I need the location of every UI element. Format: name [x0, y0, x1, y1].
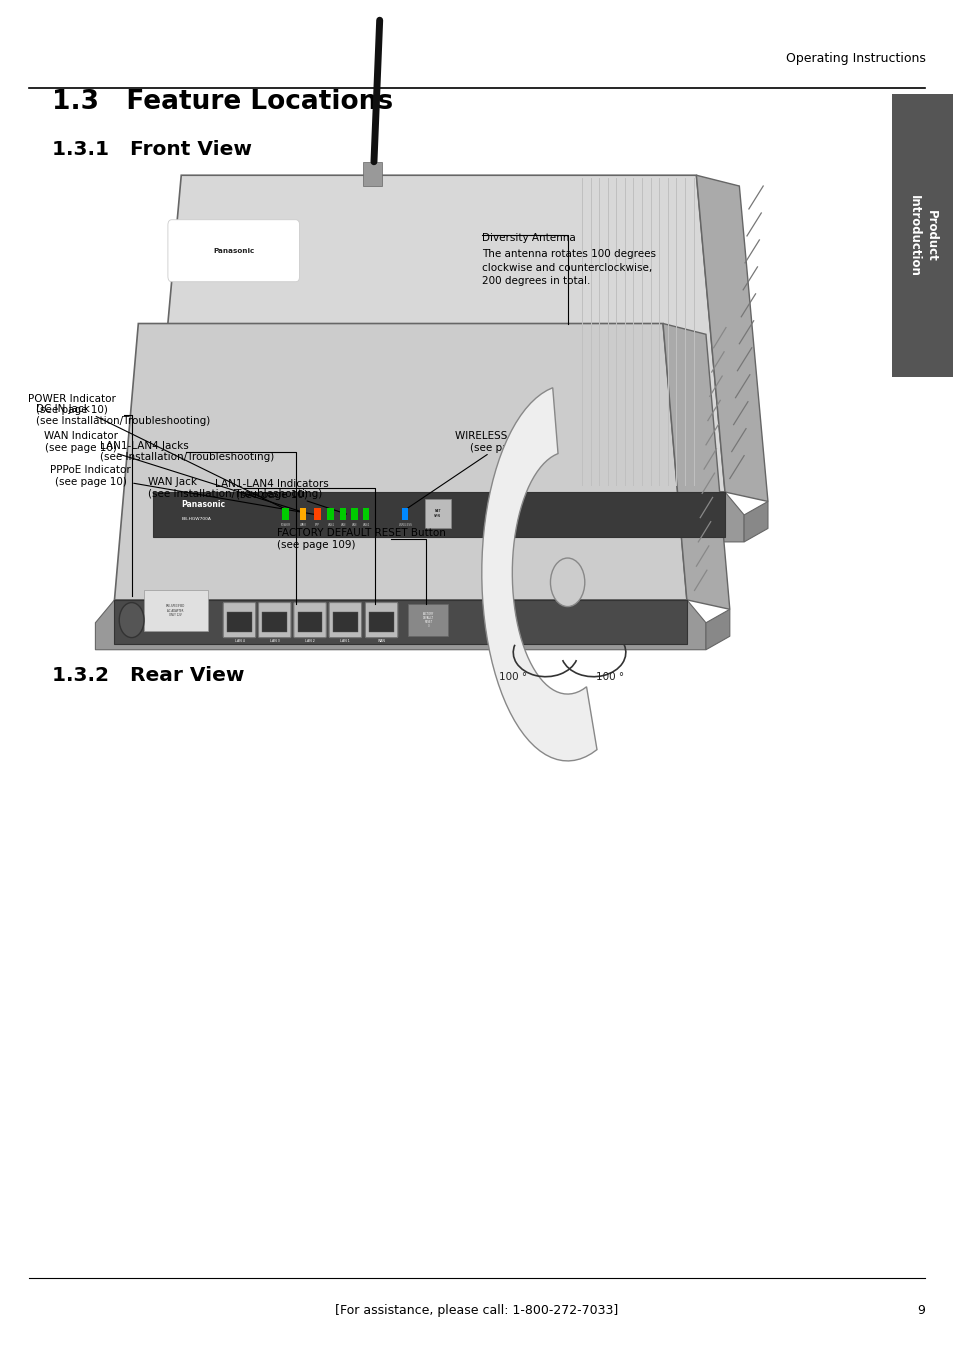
Bar	[339, 508, 346, 520]
Bar	[333, 612, 357, 632]
Polygon shape	[705, 609, 729, 650]
Text: FACTORY DEFAULT RESET Button
(see page 109): FACTORY DEFAULT RESET Button (see page 1…	[276, 528, 445, 550]
Text: Panasonic: Panasonic	[213, 248, 254, 253]
Text: LAN 3: LAN 3	[270, 639, 279, 643]
Text: LAN1-LAN4 Indicators
(see page 10): LAN1-LAN4 Indicators (see page 10)	[214, 479, 346, 514]
Text: PPPoE Indicator
(see page 10): PPPoE Indicator (see page 10)	[51, 465, 314, 515]
Text: WIRELESS Indicator
(see page 10): WIRELESS Indicator (see page 10)	[407, 431, 556, 508]
Bar	[362, 508, 369, 520]
Text: BB-HGW700A: BB-HGW700A	[181, 518, 211, 520]
Bar	[408, 604, 448, 636]
Bar	[227, 612, 252, 632]
Text: LAN4: LAN4	[362, 523, 370, 527]
Text: Diversity Antenna: Diversity Antenna	[481, 233, 575, 243]
Text: Panasonic: Panasonic	[181, 500, 225, 508]
Text: 1.3   Feature Locations: 1.3 Feature Locations	[52, 89, 394, 115]
Text: LAN 2: LAN 2	[305, 639, 314, 643]
Polygon shape	[662, 324, 729, 609]
Text: [For assistance, please call: 1-800-272-7033]: [For assistance, please call: 1-800-272-…	[335, 1304, 618, 1317]
Text: LAN 4: LAN 4	[234, 639, 244, 643]
Bar	[299, 508, 306, 520]
Text: NET
VPN: NET VPN	[434, 510, 441, 518]
FancyBboxPatch shape	[258, 603, 291, 638]
Polygon shape	[481, 388, 597, 760]
Bar	[282, 508, 289, 520]
Text: WAN: WAN	[377, 639, 385, 643]
Bar	[401, 508, 408, 520]
FancyBboxPatch shape	[294, 603, 326, 638]
FancyBboxPatch shape	[168, 220, 299, 282]
Text: DC IN Jack
(see Installation/Troubleshooting): DC IN Jack (see Installation/Troubleshoo…	[36, 404, 211, 426]
Text: WAN Indicator
(see page 10): WAN Indicator (see page 10)	[44, 431, 300, 511]
Text: POWER: POWER	[281, 523, 291, 527]
Bar	[424, 499, 451, 528]
Text: PPP: PPP	[314, 523, 320, 527]
Text: WAN Jack
(see Installation/Troubleshooting): WAN Jack (see Installation/Troubleshooti…	[148, 477, 322, 499]
Text: 100 °: 100 °	[498, 671, 527, 682]
Bar	[262, 612, 287, 632]
Text: 9: 9	[917, 1304, 924, 1317]
Text: The antenna rotates 100 degrees
clockwise and counterclockwise,
200 degrees in t: The antenna rotates 100 degrees clockwis…	[481, 249, 655, 286]
Text: WIRELESS: WIRELESS	[398, 523, 412, 527]
Text: LAN1-LAN4 Jacks
(see Installation/Troubleshooting): LAN1-LAN4 Jacks (see Installation/Troubl…	[100, 441, 274, 462]
Polygon shape	[114, 324, 686, 600]
FancyBboxPatch shape	[365, 603, 397, 638]
Polygon shape	[95, 600, 705, 650]
Text: LAN1: LAN1	[327, 523, 335, 527]
FancyBboxPatch shape	[891, 94, 953, 377]
Text: 1.3.2   Rear View: 1.3.2 Rear View	[52, 666, 245, 685]
Text: LAN: LAN	[340, 523, 346, 527]
Polygon shape	[743, 501, 767, 542]
Text: PRE-SPECIFIED
AC ADAPTER
ONLY 12V: PRE-SPECIFIED AC ADAPTER ONLY 12V	[166, 604, 185, 617]
Bar	[297, 612, 322, 632]
FancyBboxPatch shape	[144, 590, 208, 631]
FancyBboxPatch shape	[223, 603, 255, 638]
Text: 1.3.1   Front View: 1.3.1 Front View	[52, 140, 253, 159]
Text: 100 °: 100 °	[596, 671, 624, 682]
Polygon shape	[152, 175, 724, 492]
Bar	[351, 508, 357, 520]
FancyBboxPatch shape	[329, 603, 361, 638]
Text: LAN 1: LAN 1	[340, 639, 350, 643]
Bar	[369, 612, 394, 632]
Text: FACTORY
DEFAULT
RESET
3: FACTORY DEFAULT RESET 3	[422, 612, 434, 628]
Bar	[314, 508, 320, 520]
Polygon shape	[696, 175, 767, 501]
Text: POWER Indicator
(see page 10): POWER Indicator (see page 10)	[28, 394, 283, 508]
Polygon shape	[152, 492, 724, 537]
Bar	[327, 508, 334, 520]
Bar	[362, 162, 381, 186]
Polygon shape	[114, 600, 686, 644]
Text: Product
Introduction: Product Introduction	[907, 195, 937, 276]
Polygon shape	[133, 492, 743, 542]
Text: WAN: WAN	[300, 523, 306, 527]
Text: Operating Instructions: Operating Instructions	[784, 51, 924, 65]
Text: LAN: LAN	[352, 523, 357, 527]
Circle shape	[119, 603, 144, 638]
Circle shape	[550, 558, 584, 607]
